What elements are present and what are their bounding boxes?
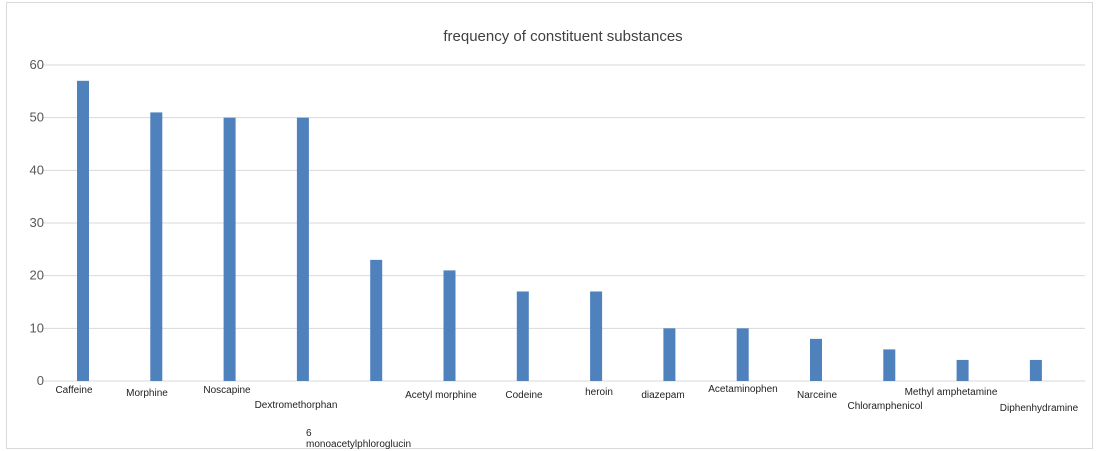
x-tick-label: Caffeine bbox=[55, 385, 93, 396]
bar-0 bbox=[77, 80, 89, 382]
bar-12 bbox=[956, 359, 969, 381]
bar-7 bbox=[590, 291, 603, 381]
bar-1 bbox=[150, 112, 163, 382]
y-tick-label: 0 bbox=[37, 373, 44, 388]
y-tick-label: 50 bbox=[30, 110, 44, 125]
bar-5 bbox=[443, 270, 456, 381]
x-tick-label: Methyl amphetamine bbox=[905, 387, 998, 398]
bar-2 bbox=[223, 117, 236, 382]
x-tick-label: Acetyl morphine bbox=[405, 390, 477, 401]
bars bbox=[77, 80, 1042, 382]
y-tick-label: 10 bbox=[30, 320, 44, 335]
bar-11 bbox=[883, 349, 896, 381]
x-axis-labels: Caffeine Morphine Noscapine Dextromethorpha… bbox=[55, 384, 1078, 450]
bar-8 bbox=[663, 328, 676, 381]
x-tick-label: Morphine bbox=[126, 388, 168, 399]
x-tick-label: Noscapine bbox=[203, 385, 251, 396]
y-tick-label: 40 bbox=[30, 162, 44, 177]
y-tick-label: 30 bbox=[30, 215, 44, 230]
bar-4 bbox=[370, 259, 383, 381]
chart-frame bbox=[6, 2, 1093, 449]
x-tick-label: Acetaminophen bbox=[708, 384, 778, 395]
y-tick-label: 20 bbox=[30, 268, 44, 283]
x-tick-label: heroin bbox=[585, 387, 613, 398]
x-tick-label: Chloramphenicol bbox=[847, 401, 922, 412]
x-tick-label: Dextromethorphan bbox=[255, 400, 338, 411]
bar-13 bbox=[1029, 359, 1042, 381]
x-tick-label: 6 monoacetylphloroglucin bbox=[306, 428, 411, 450]
chart-title: frequency of constituent substances bbox=[443, 28, 682, 45]
bar-10 bbox=[810, 338, 822, 381]
x-tick-label: diazepam bbox=[641, 390, 684, 401]
y-axis-ticks: 0 10 20 30 40 50 60 bbox=[30, 57, 44, 388]
x-tick-label: Narceine bbox=[797, 390, 837, 401]
bar-9 bbox=[736, 328, 749, 381]
x-tick-label: Diphenhydramine bbox=[1000, 403, 1079, 414]
bar-3 bbox=[296, 117, 309, 382]
gridlines bbox=[42, 64, 1085, 382]
bar-6 bbox=[516, 291, 529, 381]
x-tick-label: Codeine bbox=[505, 390, 543, 401]
y-tick-label: 60 bbox=[30, 57, 44, 72]
